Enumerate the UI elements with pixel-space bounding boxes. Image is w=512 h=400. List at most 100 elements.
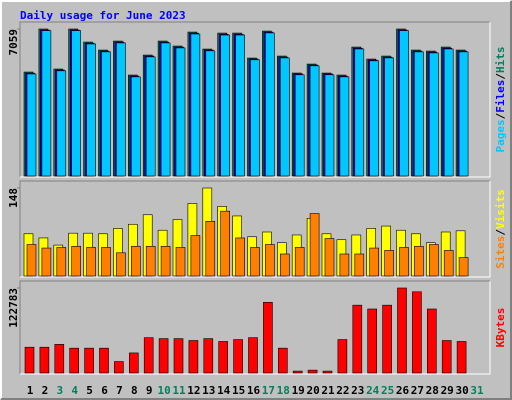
panel-bevel-light (20, 181, 491, 278)
panel-bevel-light (20, 281, 491, 375)
x-tick-label: 11 (172, 384, 186, 397)
x-tick-label: 24 (366, 384, 380, 397)
bar (339, 76, 350, 177)
bar (143, 337, 154, 374)
panel-bevel-dark (19, 21, 490, 177)
bar (190, 235, 201, 277)
panel-bevel-dark (19, 280, 490, 374)
x-tick-label: 31 (470, 384, 484, 397)
bar (456, 341, 467, 374)
bar (339, 253, 350, 277)
x-tick-label: 12 (187, 384, 200, 397)
bar (41, 30, 52, 177)
bar (24, 346, 35, 374)
bar (292, 370, 303, 374)
bar (265, 32, 275, 177)
x-tick-label: 13 (202, 384, 215, 397)
bar (337, 339, 348, 374)
bar (443, 48, 454, 177)
bar (458, 51, 469, 177)
legend-entry: Sites (494, 236, 507, 269)
bar (399, 247, 409, 277)
x-tick-label: 18 (277, 384, 290, 397)
bar (307, 369, 318, 374)
bar (56, 70, 67, 177)
bar (279, 57, 290, 177)
y-tick-label: 7059 (7, 29, 20, 56)
bar (294, 247, 305, 277)
bar (412, 291, 422, 374)
x-tick-label: 15 (232, 384, 245, 397)
bar (277, 347, 288, 374)
chart-title: Daily usage for June 2023 (20, 9, 186, 22)
bar (384, 250, 394, 277)
bar (101, 247, 111, 277)
bar (384, 57, 394, 177)
legend-entry: Hits (494, 47, 507, 74)
x-tick-label: 10 (157, 384, 170, 397)
bar (369, 247, 380, 277)
bar (26, 244, 37, 277)
bar (69, 347, 79, 374)
x-tick-label: 6 (101, 384, 108, 397)
bar (145, 56, 156, 177)
bar (250, 247, 260, 277)
x-tick-label: 7 (116, 384, 123, 397)
panel-bevel-dark (19, 180, 490, 277)
bar (369, 60, 380, 177)
bar (352, 304, 363, 374)
legend: KBytes (494, 308, 507, 348)
bar (116, 42, 126, 177)
bar (324, 74, 335, 177)
bar (250, 59, 260, 177)
x-tick-label: 14 (217, 384, 231, 397)
x-tick-label: 26 (396, 384, 410, 397)
legend-entry: Pages (494, 119, 507, 152)
x-tick-label: 17 (262, 384, 275, 397)
bar (233, 339, 243, 374)
bar (86, 43, 96, 177)
y-tick-label: 148 (7, 188, 20, 208)
bar (428, 244, 439, 277)
bar (56, 247, 67, 277)
x-tick-label: 8 (131, 384, 138, 397)
bar (175, 247, 186, 277)
bar (71, 245, 81, 277)
bar (188, 340, 199, 374)
bar (235, 237, 245, 277)
x-tick-label: 28 (426, 384, 439, 397)
bar (309, 65, 320, 177)
x-tick-label: 19 (292, 384, 305, 397)
x-tick-label: 5 (86, 384, 93, 397)
bar (220, 34, 230, 177)
bar (71, 30, 81, 177)
bar (235, 34, 245, 177)
bar (205, 220, 216, 277)
x-tick-label: 30 (455, 384, 468, 397)
x-tick-label: 16 (247, 384, 261, 397)
bar (309, 213, 320, 277)
legend-entry: Visits (494, 189, 507, 229)
bar (190, 33, 201, 177)
bar (99, 347, 109, 374)
bar (265, 244, 275, 277)
bar (160, 245, 171, 277)
bar (382, 304, 392, 374)
bar (84, 347, 94, 374)
bar (26, 73, 37, 177)
legend-entry: KBytes (494, 308, 507, 348)
bar (443, 250, 454, 277)
x-tick-label: 29 (441, 384, 454, 397)
bar (458, 257, 469, 277)
x-tick-label: 1 (27, 384, 34, 397)
x-tick-label: 4 (71, 384, 78, 397)
bar (175, 47, 186, 177)
bar (397, 287, 407, 374)
bar (248, 337, 258, 374)
x-tick-label: 2 (42, 384, 49, 397)
bar (101, 51, 111, 177)
bar (414, 51, 424, 177)
bar (131, 245, 141, 277)
bar (114, 361, 124, 374)
legend: Sites/Visits (494, 189, 507, 269)
